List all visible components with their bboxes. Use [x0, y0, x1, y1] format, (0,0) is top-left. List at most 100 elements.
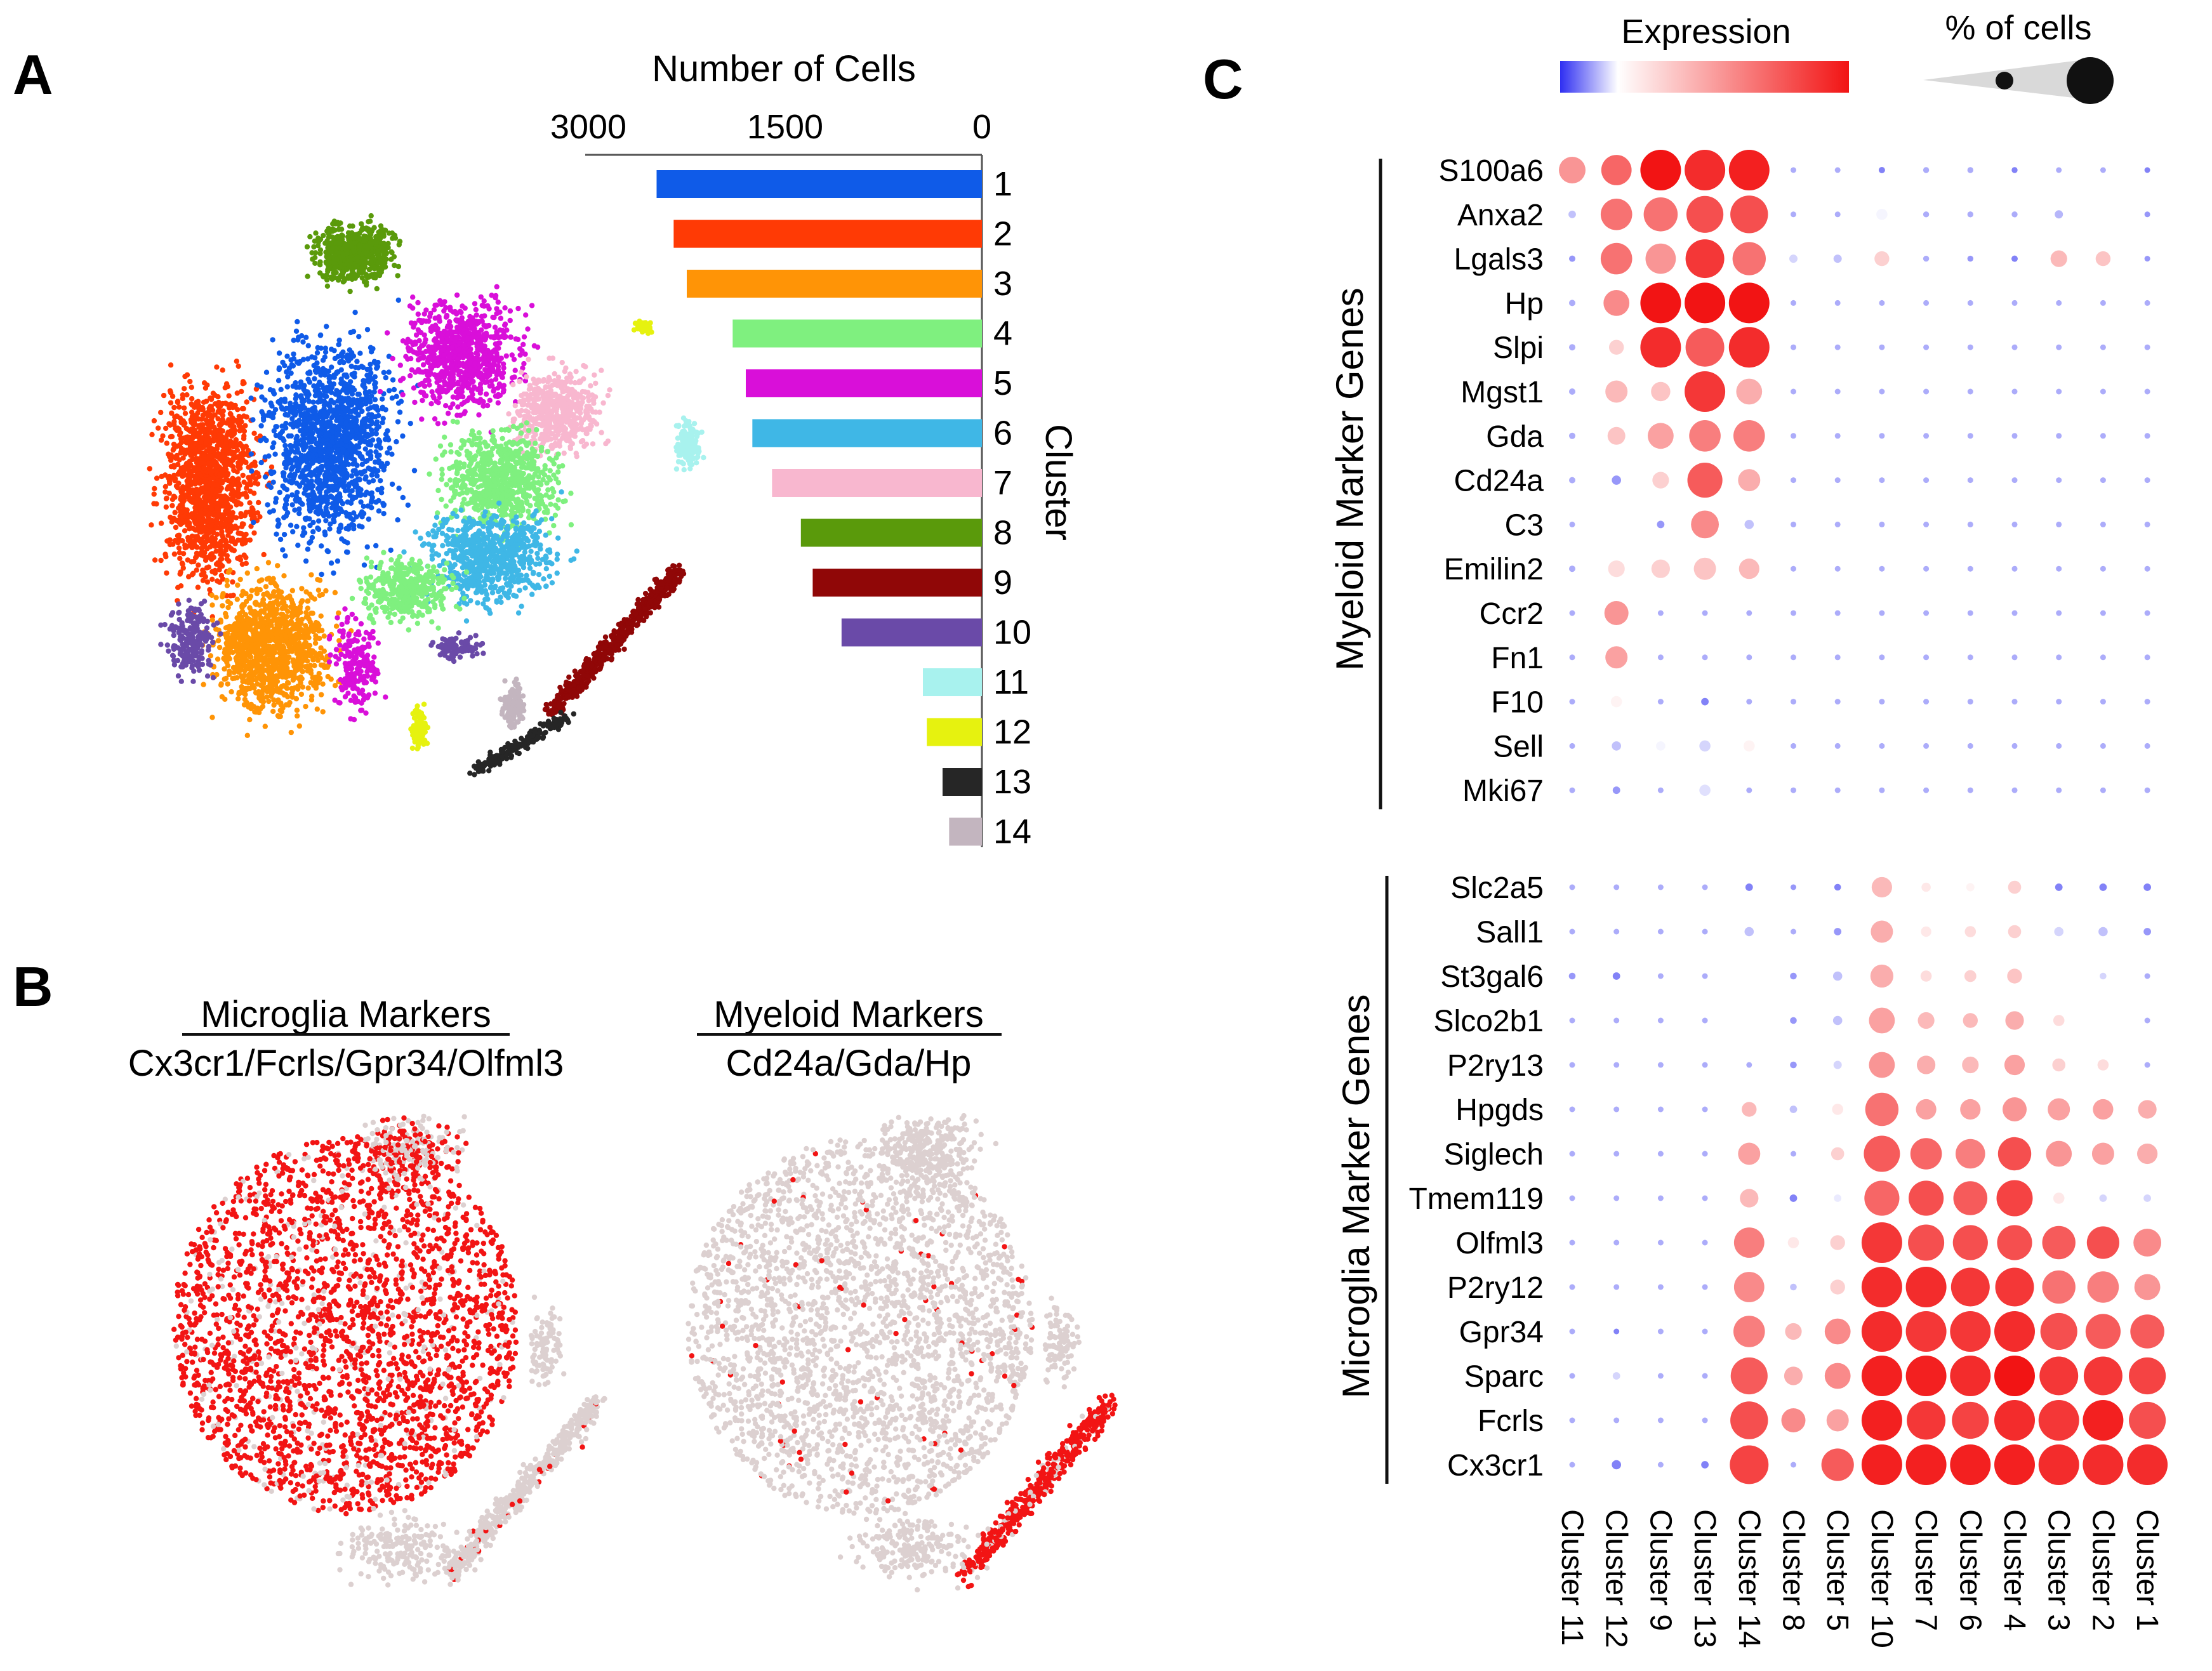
tsne-cell-point	[493, 341, 498, 347]
tsne-cell-point	[273, 407, 278, 412]
tsne-cell-point	[242, 702, 247, 707]
tsne-cell-point	[247, 500, 252, 505]
tsne-cell-point	[352, 447, 357, 452]
tsne-cell-point	[220, 453, 225, 458]
tsne-cell-point	[179, 419, 184, 424]
tsne-cell-point	[180, 396, 185, 401]
tsne-cell-point	[468, 320, 474, 326]
tsne-cell-point	[274, 631, 279, 637]
tsne-cell-point	[266, 618, 271, 623]
tsne-cell-point	[406, 337, 411, 342]
tsne-cell-point	[433, 336, 438, 341]
tsne-cell-point	[284, 595, 289, 600]
tsne-cell-point	[333, 513, 338, 518]
tsne-cell-point	[177, 432, 182, 437]
tsne-cell-point	[476, 413, 481, 418]
tsne-cell-point	[178, 449, 183, 454]
tsne-cell-point	[233, 524, 238, 529]
tsne-cell-point	[167, 480, 172, 485]
tsne-cell-point	[358, 487, 363, 492]
tsne-cell-point	[168, 434, 173, 439]
tsne-cell-point	[323, 433, 328, 438]
tsne-cell-point	[343, 408, 348, 413]
tsne-cell-point	[259, 394, 264, 399]
tsne-cell-point	[489, 293, 494, 298]
tsne-cell-point	[327, 526, 332, 531]
tsne-cell-point	[188, 452, 193, 458]
tsne-cell-point	[432, 352, 437, 357]
tsne-cell-point	[470, 335, 475, 340]
tsne-cell-point	[334, 624, 339, 629]
tsne-cell-point	[336, 405, 341, 410]
tsne-cell-point	[477, 385, 482, 390]
tsne-cell-point	[321, 664, 326, 669]
tsne-cell-point	[267, 652, 272, 657]
tsne-cell-point	[281, 473, 286, 479]
tsne-cell-point	[354, 359, 359, 364]
tsne-cell-point	[483, 350, 488, 355]
tsne-cell-point	[508, 308, 513, 314]
tsne-cell-point	[367, 632, 372, 637]
tsne-cell-point	[243, 460, 248, 465]
tsne-cell-point	[489, 334, 494, 340]
tsne-cell-point	[215, 542, 220, 547]
tsne-cell-point	[329, 423, 334, 428]
tsne-cell-point	[245, 571, 250, 576]
tsne-cell-point	[400, 392, 405, 397]
tsne-cell-point	[223, 517, 228, 522]
tsne-cell-point	[281, 656, 286, 661]
tsne-cell-point	[152, 418, 157, 423]
tsne-cell-point	[291, 626, 296, 631]
tsne-cell-point	[202, 479, 208, 484]
tsne-cell-point	[204, 448, 209, 453]
tsne-cell-point	[175, 485, 180, 490]
tsne-cell-point	[296, 450, 301, 455]
tsne-cell-point	[201, 429, 206, 434]
tsne-cell-point	[279, 387, 284, 392]
tsne-cell-point	[441, 353, 446, 358]
tsne-cell-point	[446, 411, 451, 416]
tsne-cell-point	[209, 397, 214, 402]
tsne-cell-point	[428, 329, 434, 334]
tsne-cell-point	[347, 524, 352, 529]
tsne-cell-point	[235, 531, 241, 536]
tsne-cell-point	[220, 418, 225, 423]
tsne-cell-point	[182, 386, 187, 391]
tsne-cell-point	[356, 365, 361, 370]
tsne-cell-point	[203, 574, 208, 579]
tsne-cell-point	[223, 385, 228, 390]
tsne-cell-point	[243, 663, 248, 668]
tsne-cell-point	[169, 411, 174, 416]
tsne-cell-point	[345, 675, 350, 680]
tsne-cell-point	[453, 309, 458, 314]
tsne-cell-point	[366, 644, 371, 649]
tsne-cell-point	[202, 465, 207, 470]
tsne-cell-point	[401, 495, 406, 500]
tsne-cell-point	[361, 637, 366, 642]
tsne-cell-point	[370, 437, 375, 442]
tsne-cell-point	[341, 462, 346, 467]
tsne-cell-point	[421, 362, 426, 367]
tsne-cell-point	[354, 698, 359, 703]
tsne-cell-point	[272, 675, 277, 680]
tsne-cell-point	[353, 616, 358, 621]
tsne-cell-point	[260, 643, 265, 648]
tsne-cell-point	[328, 652, 333, 657]
tsne-cell-point	[319, 383, 324, 388]
tsne-cell-point	[291, 338, 296, 343]
tsne-cell-point	[335, 484, 340, 489]
tsne-cell-point	[396, 298, 401, 303]
tsne-cell-point	[249, 702, 254, 707]
tsne-cell-point	[234, 438, 239, 443]
tsne-cell-point	[312, 376, 317, 381]
tsne-cell-point	[307, 523, 312, 528]
tsne-cell-point	[215, 446, 220, 451]
tsne-cell-point	[200, 422, 205, 427]
tsne-cell-point	[322, 355, 328, 360]
tsne-cell-point	[256, 500, 261, 505]
tsne-cell-point	[193, 527, 198, 532]
tsne-cell-point	[259, 460, 264, 465]
tsne-cell-point	[222, 666, 227, 671]
tsne-cell-point	[333, 590, 338, 595]
tsne-cell-point	[295, 490, 300, 495]
